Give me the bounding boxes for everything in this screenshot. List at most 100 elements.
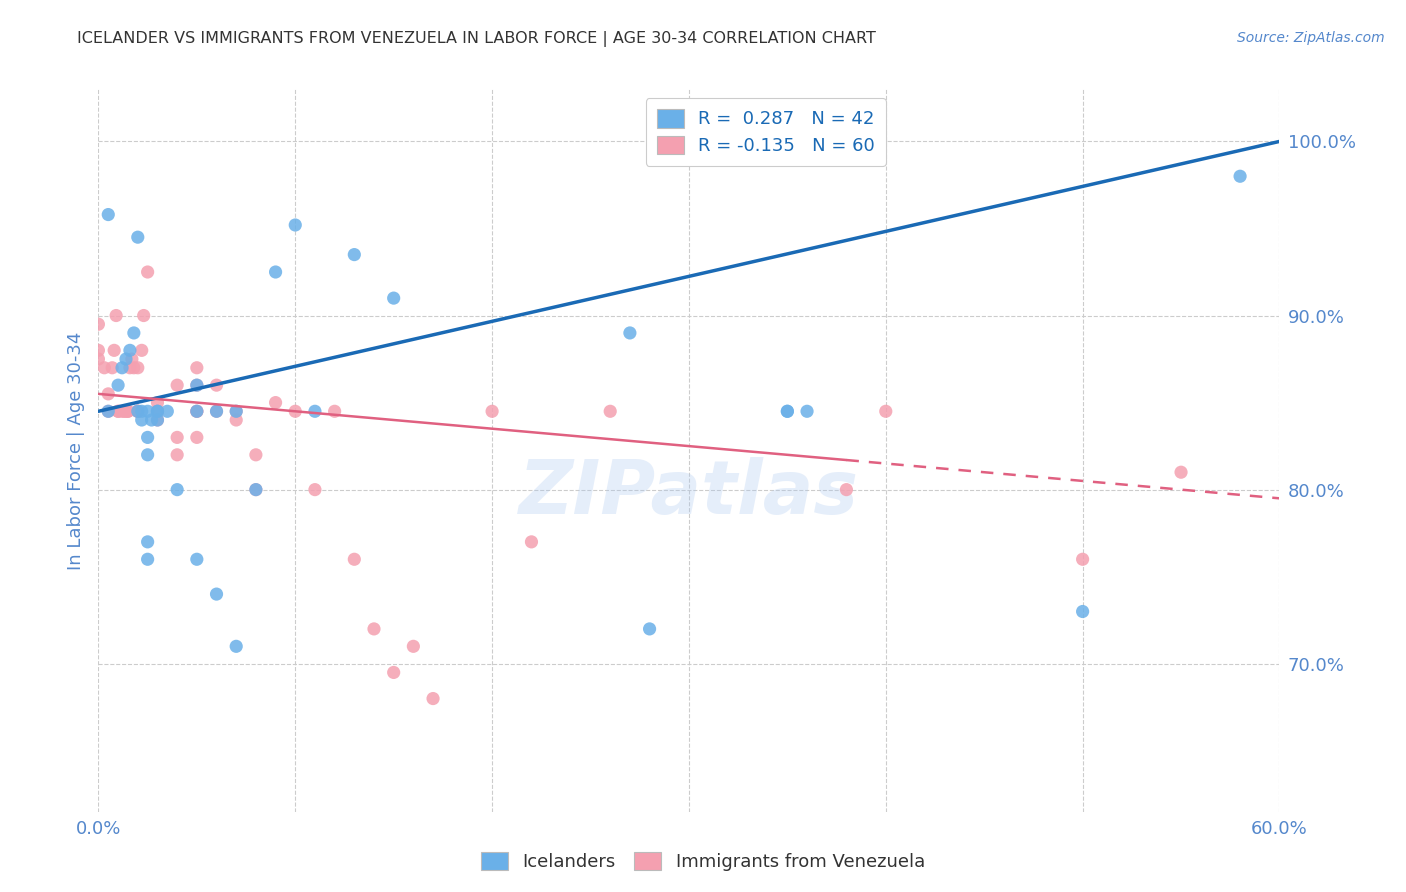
Point: [1229, 169, 1251, 184]
Point: [87, 352, 110, 367]
Legend: R =  0.287   N = 42, R = -0.135   N = 60: R = 0.287 N = 42, R = -0.135 N = 60: [645, 98, 886, 166]
Point: [520, 534, 543, 549]
Point: [115, 352, 138, 367]
Point: [131, 404, 153, 418]
Point: [127, 404, 149, 418]
Point: [136, 534, 159, 549]
Point: [166, 378, 188, 392]
Point: [245, 483, 267, 497]
Point: [87, 317, 110, 331]
Point: [156, 404, 179, 418]
Point: [112, 404, 135, 418]
Point: [382, 291, 405, 305]
Point: [264, 395, 287, 409]
Point: [122, 326, 145, 340]
Point: [115, 404, 138, 418]
Point: [103, 343, 125, 358]
Point: [796, 404, 818, 418]
Point: [132, 309, 155, 323]
Point: [186, 360, 208, 375]
Point: [205, 404, 228, 418]
Point: [93, 360, 115, 375]
Point: [118, 360, 141, 375]
Point: [131, 413, 153, 427]
Point: [105, 309, 128, 323]
Text: ICELANDER VS IMMIGRANTS FROM VENEZUELA IN LABOR FORCE | AGE 30-34 CORRELATION CH: ICELANDER VS IMMIGRANTS FROM VENEZUELA I…: [77, 31, 876, 47]
Point: [97, 208, 120, 222]
Point: [186, 404, 208, 418]
Point: [835, 483, 858, 497]
Point: [127, 230, 149, 244]
Point: [146, 404, 169, 418]
Point: [245, 448, 267, 462]
Point: [264, 265, 287, 279]
Point: [638, 622, 661, 636]
Legend: Icelanders, Immigrants from Venezuela: Icelanders, Immigrants from Venezuela: [474, 845, 932, 879]
Point: [127, 404, 149, 418]
Point: [107, 404, 129, 418]
Point: [225, 413, 247, 427]
Point: [97, 387, 120, 401]
Point: [599, 404, 621, 418]
Point: [107, 378, 129, 392]
Point: [245, 483, 267, 497]
Point: [186, 378, 208, 392]
Point: [166, 448, 188, 462]
Point: [131, 343, 153, 358]
Point: [136, 448, 159, 462]
Point: [111, 360, 134, 375]
Point: [97, 404, 120, 418]
Point: [304, 404, 326, 418]
Point: [141, 413, 163, 427]
Point: [166, 483, 188, 497]
Point: [146, 404, 169, 418]
Point: [225, 404, 247, 418]
Point: [205, 378, 228, 392]
Point: [186, 404, 208, 418]
Point: [127, 404, 149, 418]
Point: [363, 622, 385, 636]
Point: [402, 640, 425, 654]
Point: [776, 404, 799, 418]
Point: [1071, 552, 1094, 566]
Point: [186, 430, 208, 444]
Point: [101, 360, 124, 375]
Point: [146, 413, 169, 427]
Point: [97, 404, 120, 418]
Point: [284, 218, 307, 232]
Point: [127, 360, 149, 375]
Point: [166, 430, 188, 444]
Point: [136, 404, 159, 418]
Point: [121, 352, 143, 367]
Point: [146, 395, 169, 409]
Point: [186, 404, 208, 418]
Point: [422, 691, 444, 706]
Point: [323, 404, 346, 418]
Point: [225, 640, 247, 654]
Point: [122, 360, 145, 375]
Point: [284, 404, 307, 418]
Point: [146, 404, 169, 418]
Point: [343, 552, 366, 566]
Point: [127, 404, 149, 418]
Point: [117, 404, 139, 418]
Point: [186, 378, 208, 392]
Point: [1170, 465, 1192, 479]
Point: [776, 404, 799, 418]
Point: [111, 404, 134, 418]
Point: [875, 404, 897, 418]
Point: [225, 404, 247, 418]
Point: [107, 404, 129, 418]
Point: [343, 247, 366, 261]
Point: [146, 404, 169, 418]
Y-axis label: In Labor Force | Age 30-34: In Labor Force | Age 30-34: [66, 331, 84, 570]
Point: [1071, 605, 1094, 619]
Point: [619, 326, 641, 340]
Point: [481, 404, 503, 418]
Point: [136, 430, 159, 444]
Point: [205, 587, 228, 601]
Point: [205, 404, 228, 418]
Point: [117, 404, 139, 418]
Point: [87, 343, 110, 358]
Text: ZIPatlas: ZIPatlas: [519, 458, 859, 531]
